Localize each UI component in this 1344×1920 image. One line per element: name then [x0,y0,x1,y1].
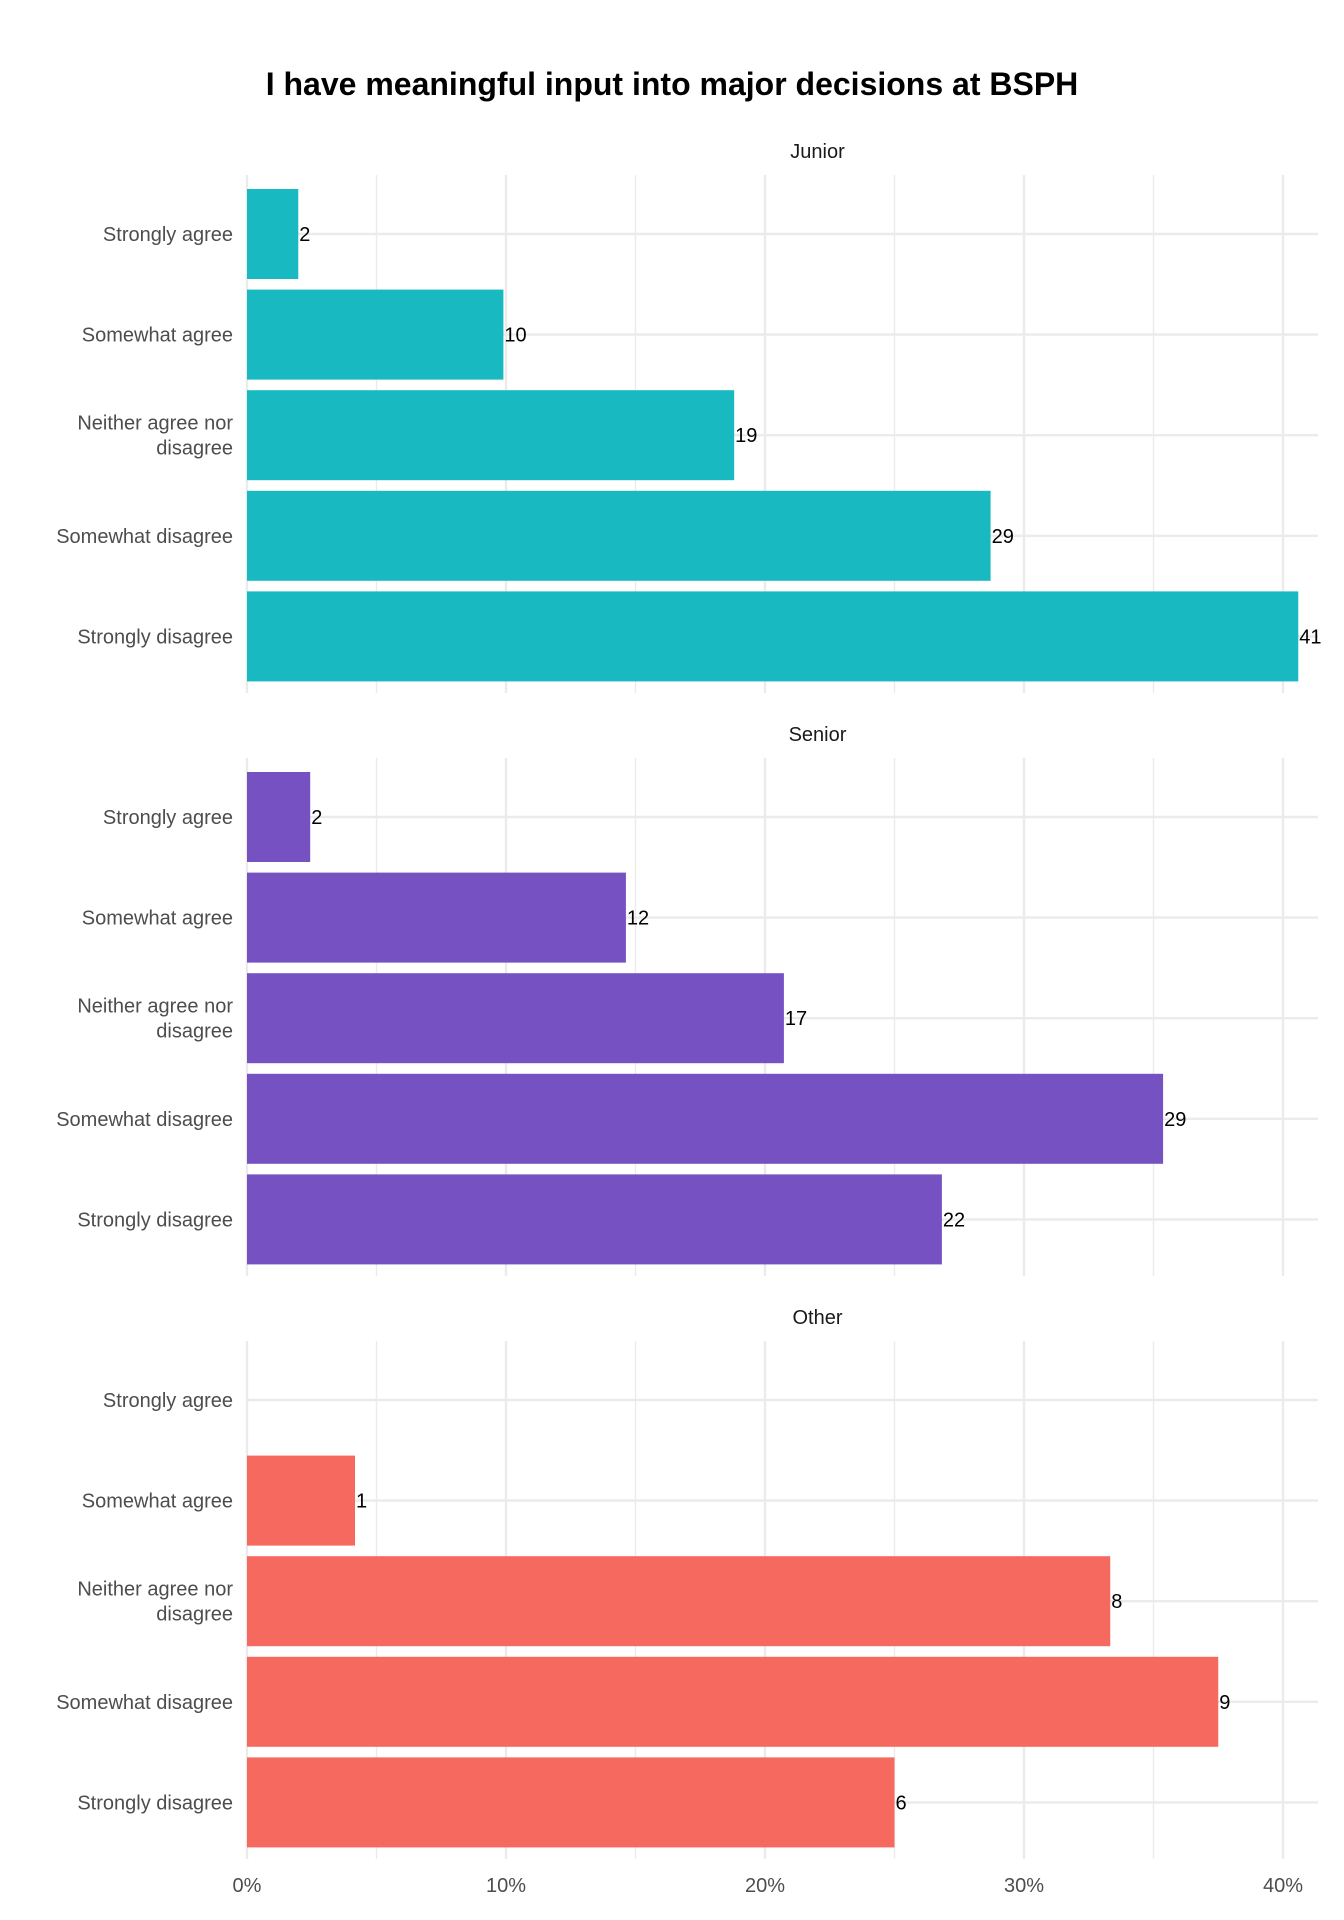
data-label: 29 [992,526,1014,548]
x-tick-label: 0% [233,1875,262,1897]
data-label: 19 [735,425,757,447]
data-label: 9 [1219,1692,1230,1714]
data-label: 41 [1299,626,1321,648]
category-label: Somewhat disagree [56,1692,233,1714]
data-label: 22 [943,1209,965,1231]
category-label: Somewhat disagree [56,1109,233,1131]
category-label: Somewhat agree [82,908,233,930]
category-label: Strongly agree [103,807,233,829]
x-axis: 0% 10% 20% 30% 40% [233,1875,1304,1897]
panel-senior: Senior 2 Strongly agree 12 Somewhat agree 17 N… [56,724,1318,1276]
category-label: Strongly disagree [77,1792,233,1814]
bar [247,1073,1164,1164]
bar [247,1757,895,1848]
category-label: disagree [156,1604,233,1626]
bar [247,1556,1111,1647]
panel-strip-label: Senior [789,724,847,746]
category-label: Strongly disagree [77,1209,233,1231]
x-tick-label: 30% [1004,1875,1044,1897]
category-label: Strongly agree [103,224,233,246]
category-label: Somewhat disagree [56,526,233,548]
data-label: 2 [299,224,310,246]
data-label: 29 [1164,1109,1186,1131]
bar [247,772,311,862]
category-label: Neither agree nor [77,1579,233,1601]
category-label: disagree [156,1021,233,1043]
panel-strip-label: Junior [790,141,845,163]
category-label: Strongly disagree [77,626,233,648]
panel-junior: Junior 2 Strongly agree 10 Somewhat agree 19 N… [56,141,1322,693]
data-label: 8 [1111,1591,1122,1613]
panel-strip-label: Other [792,1307,842,1329]
category-label: Somewhat agree [82,325,233,347]
bar [247,973,784,1064]
data-label: 12 [627,908,649,930]
data-label: 17 [785,1008,807,1030]
x-tick-label: 40% [1263,1875,1303,1897]
data-label: 1 [356,1491,367,1513]
bar [247,872,626,963]
category-label: Neither agree nor [77,413,233,435]
bar [247,390,735,481]
data-label: 6 [896,1792,907,1814]
bar [247,591,1299,682]
category-label: disagree [156,438,233,460]
bar [247,1174,942,1265]
category-label: Strongly agree [103,1390,233,1412]
bar [247,1455,356,1546]
bar [247,1656,1219,1747]
category-label: Neither agree nor [77,996,233,1018]
panel-other: Other Strongly agree 1 Somewhat agree 8 Neith… [56,1307,1318,1859]
bar [247,490,991,581]
data-label: 10 [504,325,526,347]
bar [247,189,299,279]
chart-title: I have meaningful input into major decis… [266,66,1079,102]
x-tick-label: 10% [486,1875,526,1897]
data-label: 2 [311,807,322,829]
bar [247,289,504,380]
category-label: Somewhat agree [82,1491,233,1513]
x-tick-label: 20% [745,1875,785,1897]
